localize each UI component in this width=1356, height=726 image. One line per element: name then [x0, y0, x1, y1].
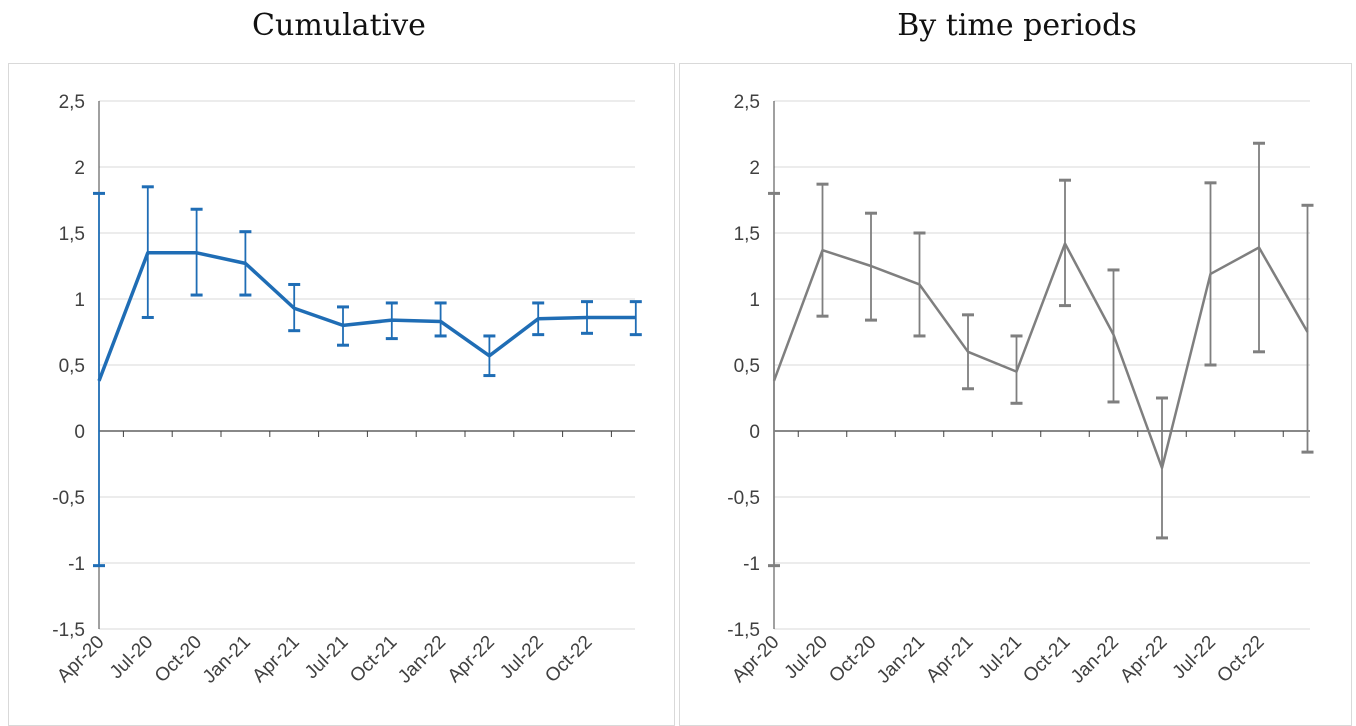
y-tick-label: 2,5	[734, 92, 760, 113]
cumulative-chart: 2,521,510,50-0,5-1-1,5Apr-20Jul-20Oct-20…	[52, 92, 642, 688]
y-tick-label: -1	[743, 554, 760, 575]
title-cumulative: Cumulative	[252, 8, 426, 43]
y-tick-label: 0,5	[59, 356, 85, 377]
x-tick-label: Oct-22	[541, 632, 596, 687]
y-tick-label: -0,5	[52, 488, 85, 509]
x-tick-label: Apr-21	[922, 632, 977, 687]
x-tick-label: Jul-20	[781, 632, 832, 683]
y-tick-label: 2	[749, 158, 760, 179]
series-line	[97, 251, 636, 382]
by-time-periods-chart: 2,521,510,50-0,5-1-1,5Apr-20Jul-20Oct-20…	[727, 92, 1314, 688]
x-tick-label: Jul-21	[975, 632, 1026, 683]
y-tick-label: 1	[749, 290, 760, 311]
x-tick-label: Apr-21	[249, 632, 304, 687]
x-tick-label: Jul-20	[106, 632, 157, 683]
panel-by-time-periods: 2,5 2 1,5 1 0,5 0 -0,5 -1 -1,5 Apr-20 Jul-20 Oct-20…	[679, 63, 1352, 726]
x-tick-label: Apr-22	[444, 632, 499, 687]
x-tick-label: Jan-22	[394, 632, 450, 688]
x-tick-label: Jul-22	[496, 632, 547, 683]
x-tick-label: Jan-22	[1067, 632, 1123, 688]
x-tick-label: Oct-20	[151, 632, 206, 687]
y-tick-label: 2,5	[59, 92, 85, 113]
title-by-time-periods: By time periods	[897, 8, 1137, 43]
x-tick-label: Jul-21	[301, 632, 352, 683]
y-tick-label: -1,5	[727, 620, 760, 641]
y-tick-label: -1	[68, 554, 85, 575]
y-tick-label: 0	[74, 422, 85, 443]
x-tick-label: Jan-21	[199, 632, 255, 688]
y-tick-label: 0	[749, 422, 760, 443]
x-tick-label: Oct-21	[1019, 632, 1074, 687]
y-tick-label: 1,5	[734, 224, 760, 245]
x-tick-label: Jul-22	[1169, 632, 1220, 683]
x-tick-label: Jan-21	[873, 632, 929, 688]
x-tick-label: Oct-20	[825, 632, 880, 687]
y-tick-label: 1	[74, 290, 85, 311]
y-tick-label: 0,5	[734, 356, 760, 377]
x-tick-label: Oct-22	[1213, 632, 1268, 687]
x-tick-label: Oct-21	[346, 632, 401, 687]
y-tick-label: -0,5	[727, 488, 760, 509]
x-tick-label: Apr-22	[1116, 632, 1171, 687]
panel-cumulative: 2,5 2 1,5 1 0,5 0 -0,5 -1 -1,5 Apr-20 Jul-20 Oct-20…	[8, 63, 675, 726]
y-tick-label: -1,5	[52, 620, 85, 641]
series-line	[772, 242, 1309, 470]
y-tick-label: 1,5	[59, 224, 85, 245]
y-tick-label: 2	[74, 158, 85, 179]
